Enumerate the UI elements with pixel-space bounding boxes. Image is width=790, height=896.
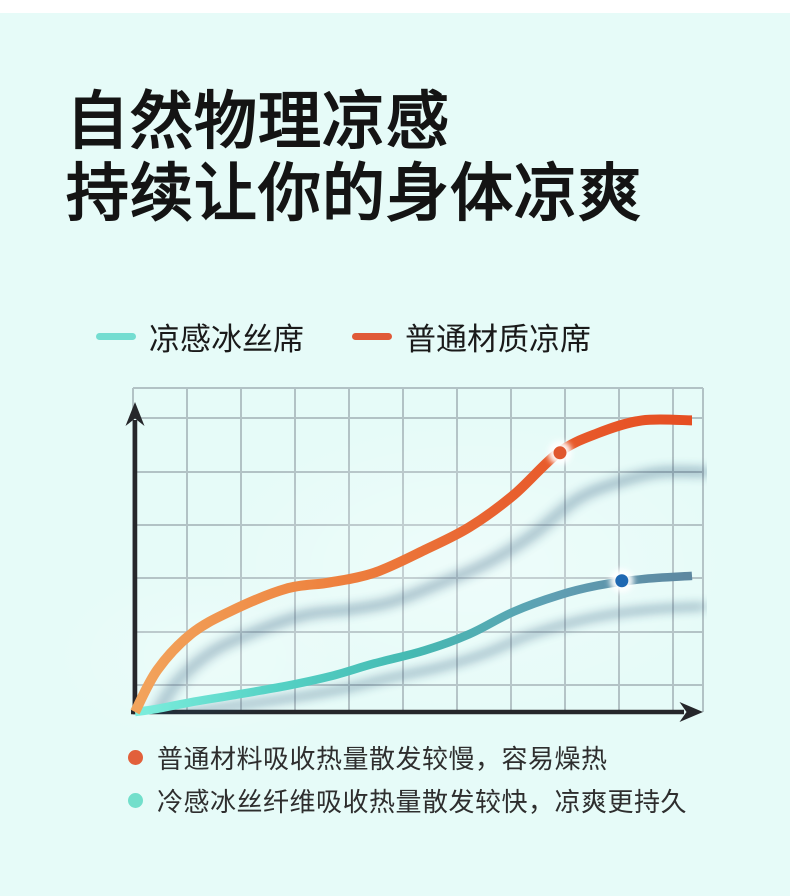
note-ordinary-material-text: 普通材料吸收热量散发较慢，容易燥热 [157,744,608,774]
legend-item-cool-silk-mat: 凉感冰丝席 [96,314,304,359]
legend-swatch-teal-icon [96,333,136,340]
chart-axes [125,402,703,722]
note-cool-fiber: 冷感冰丝纤维吸收热量散发较快，凉爽更持久 [128,786,687,817]
series-curve-cool-silk-mat [134,571,693,717]
chart-notes: 普通材料吸收热量散发较慢，容易燥热 冷感冰丝纤维吸收热量散发较快，凉爽更持久 [128,743,687,817]
page-title: 自然物理凉感 持续让你的身体凉爽 [66,86,642,230]
note-cool-fiber-text: 冷感冰丝纤维吸收热量散发较快，凉爽更持久 [157,787,688,817]
legend-swatch-orange-icon [352,333,392,340]
page-title-line2: 持续让你的身体凉爽 [66,159,642,229]
top-white-strip [0,0,790,13]
comparison-line-chart [50,387,735,752]
note-ordinary-material: 普通材料吸收热量散发较慢，容易燥热 [128,743,687,774]
heat-absorption-chart [0,372,790,752]
orange-bullet-dot-icon [128,750,143,765]
marker-dot-ordinary-mat [547,440,572,465]
legend-label-cool-silk-mat: 凉感冰丝席 [149,322,304,357]
y-axis-arrow-icon [125,402,145,426]
curve-shadows [150,467,707,714]
x-axis-arrow-icon [679,702,703,722]
legend-item-ordinary-mat: 普通材质凉席 [352,314,591,359]
marker-dot-cool-silk-mat [609,568,634,593]
page-title-line1: 自然物理凉感 [66,87,450,157]
teal-bullet-dot-icon [128,793,143,808]
series-curve-ordinary-mat [130,414,693,715]
chart-legend: 凉感冰丝席 普通材质凉席 [96,314,591,359]
legend-label-ordinary-mat: 普通材质凉席 [405,322,591,357]
